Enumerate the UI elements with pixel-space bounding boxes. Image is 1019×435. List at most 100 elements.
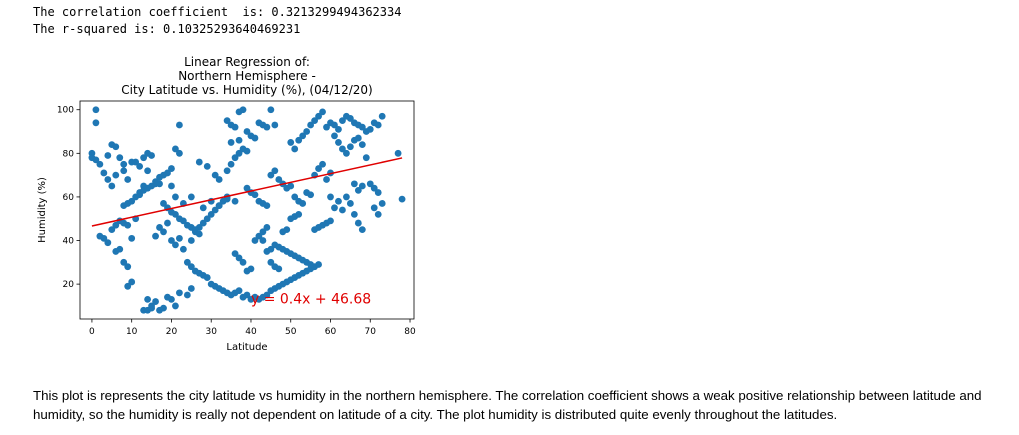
data-point <box>315 165 322 172</box>
data-point <box>176 121 183 129</box>
data-point <box>108 226 116 234</box>
data-point <box>358 226 366 234</box>
data-point <box>124 282 132 290</box>
data-point <box>199 204 207 212</box>
data-point <box>108 182 116 190</box>
data-point <box>343 193 350 201</box>
data-point <box>243 184 251 192</box>
data-point <box>172 302 179 310</box>
data-point <box>211 206 219 214</box>
data-point <box>156 173 163 181</box>
data-point <box>100 169 108 177</box>
data-point <box>179 245 187 253</box>
data-point <box>366 125 374 133</box>
data-point <box>168 182 175 190</box>
data-point <box>350 210 358 218</box>
data-point <box>227 160 235 168</box>
data-point <box>231 250 239 257</box>
data-point <box>319 108 326 116</box>
data-point <box>331 121 338 129</box>
data-point <box>295 210 303 218</box>
data-point <box>247 265 255 273</box>
data-point <box>263 291 271 299</box>
data-point <box>132 158 140 166</box>
data-point <box>120 160 128 168</box>
data-point <box>251 237 259 244</box>
data-point <box>378 112 386 120</box>
data-point <box>374 121 382 129</box>
data-point <box>263 248 271 255</box>
data-point <box>152 232 159 240</box>
chart-title: Linear Regression of:Northern Hemisphere… <box>121 55 372 97</box>
scatter-points <box>88 106 406 314</box>
data-point <box>327 217 334 225</box>
data-point <box>362 154 370 162</box>
data-point <box>354 186 362 194</box>
data-point <box>168 165 175 172</box>
data-point <box>315 112 322 120</box>
data-point <box>116 245 124 253</box>
data-point <box>124 221 132 229</box>
data-point <box>307 121 315 129</box>
data-point <box>223 167 231 175</box>
data-point <box>350 180 358 188</box>
data-point <box>128 278 136 286</box>
data-point <box>235 287 243 295</box>
data-point <box>346 143 354 151</box>
data-point <box>168 295 175 303</box>
regression-equation-label: y = 0.4x + 46.68 <box>251 292 371 308</box>
data-point <box>183 291 191 299</box>
x-tick-label: 30 <box>205 327 217 337</box>
data-point <box>124 176 132 183</box>
chart-title-line: Northern Hemisphere - <box>178 69 316 83</box>
data-point <box>187 285 195 292</box>
data-point <box>323 123 330 131</box>
data-point <box>327 193 334 201</box>
y-axis-ticks: 20 40 60 80 100 <box>57 106 80 290</box>
data-point <box>112 171 120 179</box>
data-point <box>104 176 112 183</box>
data-point <box>239 106 247 114</box>
x-tick-label: 50 <box>285 327 297 337</box>
data-point <box>176 149 183 157</box>
data-point <box>366 180 374 188</box>
x-tick-label: 80 <box>404 327 416 337</box>
data-point <box>267 171 275 179</box>
data-point <box>223 117 231 125</box>
data-point <box>259 228 267 236</box>
data-point <box>187 263 195 271</box>
data-point <box>267 106 275 114</box>
y-tick-label: 20 <box>63 280 75 290</box>
data-point <box>339 117 346 125</box>
data-point <box>148 182 155 190</box>
data-point <box>354 219 362 227</box>
data-point <box>323 176 330 183</box>
data-point <box>303 128 311 135</box>
data-point <box>307 191 315 199</box>
data-point <box>346 115 354 122</box>
data-point <box>370 204 378 212</box>
data-point <box>287 182 295 190</box>
data-point <box>176 289 183 297</box>
data-point <box>251 134 259 142</box>
x-axis-label: Latitude <box>226 342 267 353</box>
data-point <box>263 224 271 231</box>
data-point <box>160 200 167 207</box>
data-point <box>144 295 151 303</box>
data-point <box>172 145 179 153</box>
data-point <box>179 217 187 225</box>
y-tick-label: 40 <box>63 237 75 247</box>
x-tick-label: 10 <box>126 327 138 337</box>
data-point <box>263 202 271 210</box>
data-point <box>96 160 104 168</box>
data-point <box>291 193 299 201</box>
data-point <box>378 200 386 207</box>
data-point <box>140 154 148 162</box>
data-point <box>335 139 342 146</box>
data-point <box>271 121 279 129</box>
data-point <box>370 184 378 192</box>
r-squared-output-line: The r-squared is: 0.10325293640469231 <box>33 22 301 36</box>
data-point <box>358 182 366 190</box>
y-tick-label: 60 <box>63 193 75 203</box>
data-point <box>275 265 283 273</box>
